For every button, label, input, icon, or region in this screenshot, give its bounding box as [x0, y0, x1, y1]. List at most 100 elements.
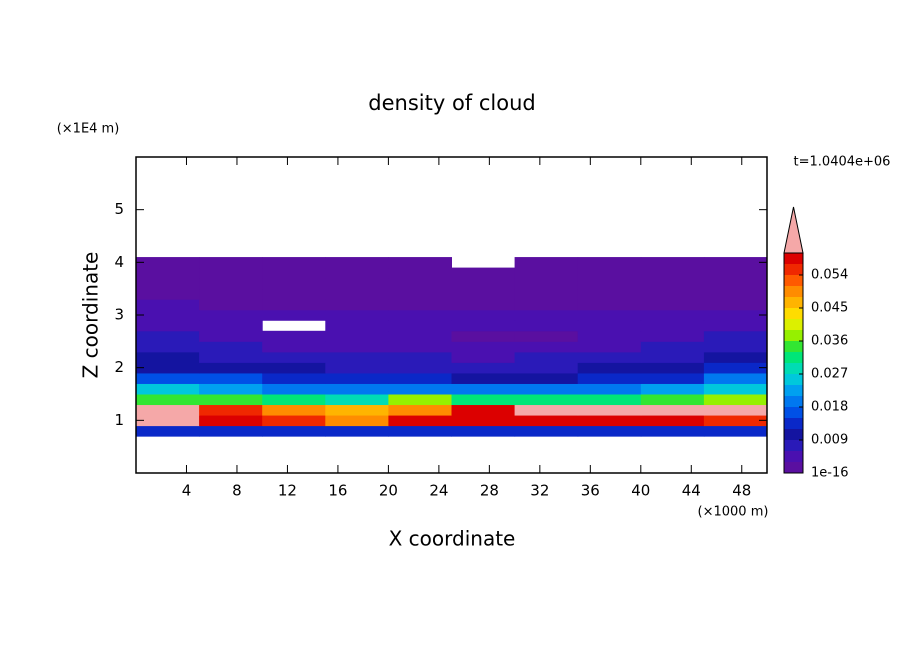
cell [577, 330, 642, 342]
x-tick-label: 36 [581, 482, 600, 500]
cell [640, 278, 705, 290]
cell [262, 415, 326, 427]
chart-title: density of cloud [368, 91, 535, 115]
cell [640, 415, 705, 427]
cell [577, 351, 642, 363]
cell [262, 425, 326, 437]
cell [388, 394, 452, 406]
cell [451, 320, 516, 332]
cell [451, 288, 516, 300]
colorbar-tick-label: 0.018 [811, 400, 848, 415]
colorbar-box [784, 418, 803, 429]
cell [577, 394, 642, 406]
cell [136, 257, 200, 269]
x-tick-label: 20 [379, 482, 398, 500]
y-tick-label: 1 [114, 411, 124, 429]
cell [451, 383, 516, 395]
cell [577, 415, 642, 427]
cell [451, 309, 516, 321]
cell [325, 299, 389, 311]
cell [703, 383, 768, 395]
cell [514, 425, 579, 437]
cell [199, 372, 263, 384]
colorbar-box [784, 308, 803, 319]
cell [640, 330, 705, 342]
cell [514, 404, 579, 416]
cell [325, 383, 389, 395]
cell [577, 257, 642, 269]
cell [703, 288, 768, 300]
cell [199, 362, 263, 374]
cell [514, 330, 579, 342]
cell [703, 351, 768, 363]
colorbar-box [784, 253, 803, 264]
colorbar-tick-label: 0.009 [811, 433, 848, 448]
cell [136, 362, 200, 374]
colorbar-over [783, 206, 804, 254]
cell [640, 288, 705, 300]
cell [388, 267, 452, 279]
cell [325, 320, 389, 332]
cell [514, 351, 579, 363]
cell [325, 309, 389, 321]
cell [262, 383, 326, 395]
cell [136, 404, 200, 416]
cell [262, 404, 326, 416]
cell [262, 257, 326, 269]
cell [199, 415, 263, 427]
cell [703, 341, 768, 353]
x-tick-label: 24 [429, 482, 448, 500]
x-unit: (×1000 m) [698, 505, 769, 520]
cell [199, 425, 263, 437]
cell [514, 267, 579, 279]
cell [262, 351, 326, 363]
cell [199, 267, 263, 279]
cell [577, 425, 642, 437]
cell [199, 394, 263, 406]
cell [451, 394, 516, 406]
cell [388, 299, 452, 311]
cell [703, 372, 768, 384]
cell [514, 278, 579, 290]
cell [703, 362, 768, 374]
cell [514, 341, 579, 353]
cell [577, 341, 642, 353]
cell [703, 299, 768, 311]
colorbar-tick-label: 0.045 [811, 301, 848, 316]
x-axis-label: X coordinate [389, 527, 516, 551]
cell [325, 288, 389, 300]
cell [199, 383, 263, 395]
colorbar-box [784, 385, 803, 396]
cell [199, 351, 263, 363]
cell [451, 362, 516, 374]
cell [514, 362, 579, 374]
cell [451, 267, 516, 279]
colorbar-box [784, 374, 803, 385]
cell [640, 404, 705, 416]
cell [388, 288, 452, 300]
cell [136, 309, 200, 321]
cell [514, 288, 579, 300]
cell [325, 372, 389, 384]
cell [262, 362, 326, 374]
x-tick-label: 32 [530, 482, 549, 500]
cell [199, 257, 263, 269]
cell [451, 341, 516, 353]
cell [451, 415, 516, 427]
colorbar-frame [783, 252, 804, 474]
colorbar-box [784, 264, 803, 275]
colorbar-box [784, 341, 803, 352]
cell [451, 278, 516, 290]
cell [325, 278, 389, 290]
y-axis-label: Z coordinate [79, 252, 103, 379]
cell [262, 394, 326, 406]
cell [262, 330, 326, 342]
cell [640, 267, 705, 279]
cell [199, 404, 263, 416]
cell [577, 372, 642, 384]
cell [388, 309, 452, 321]
cell [199, 309, 263, 321]
cell [577, 299, 642, 311]
colorbar-box [784, 352, 803, 363]
colorbar-tick-label: 0.054 [811, 268, 848, 283]
